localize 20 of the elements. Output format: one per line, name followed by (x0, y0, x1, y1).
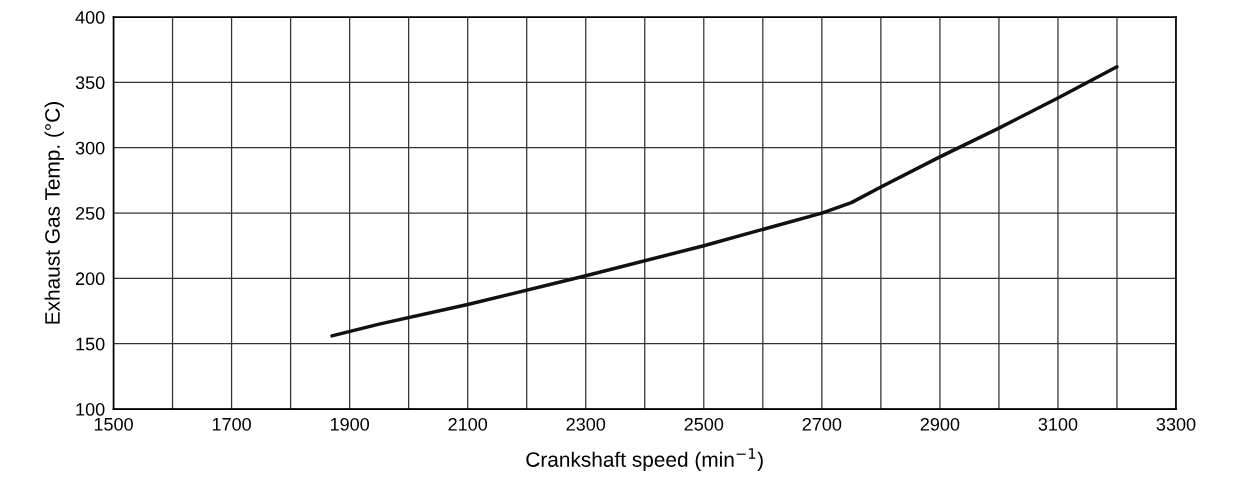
y-tick-label: 300 (75, 141, 105, 155)
y-tick-label: 100 (76, 403, 105, 416)
x-axis-title: Crankshaft speed (min$^{−1}$) (526, 448, 763, 472)
x-tick-label: 2500 (684, 417, 724, 431)
y-axis-title: Exhaust Gas Temp. (°C) (44, 102, 64, 324)
x-tick-label: 2700 (802, 417, 842, 431)
y-tick-label: 150 (76, 337, 105, 351)
y-tick-label: 400 (75, 10, 105, 24)
x-tick-label: 2900 (920, 417, 960, 431)
y-tick-label: 350 (75, 76, 105, 90)
x-tick-label: 2100 (448, 417, 488, 431)
y-tick-label: 200 (75, 272, 105, 286)
x-tick-label: 1500 (94, 417, 133, 431)
y-tick-label: 250 (75, 207, 105, 220)
x-tick-label: 2300 (566, 417, 606, 431)
x-tick-label: 1900 (330, 417, 370, 431)
x-tick-label: 3100 (1038, 417, 1078, 431)
x-tick-label: 1700 (212, 417, 251, 431)
x-tick-label: 3300 (1156, 417, 1196, 431)
line-series (330, 64, 1119, 338)
